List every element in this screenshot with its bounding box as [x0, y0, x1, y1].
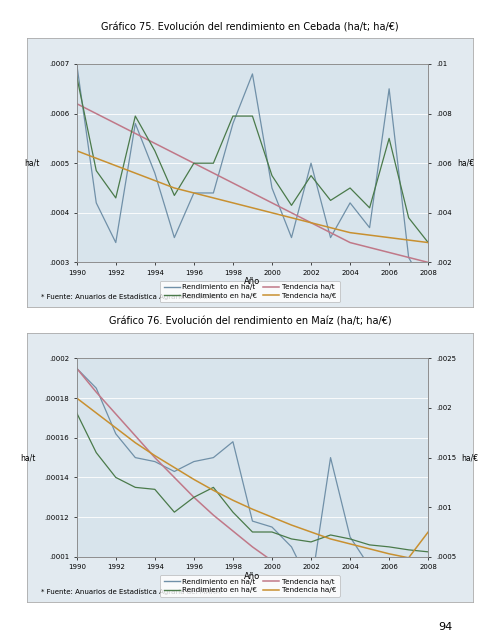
X-axis label: Año: Año: [245, 572, 260, 581]
X-axis label: Año: Año: [245, 277, 260, 287]
Y-axis label: ha/t: ha/t: [24, 159, 40, 168]
Text: * Fuente: Anuarios de Estadística Agraria del MARM: * Fuente: Anuarios de Estadística Agrari…: [41, 294, 221, 301]
Legend: Rendimiento en ha/t, Rendimiento en ha/€, Tendencia ha/t, Tendencia ha/€: Rendimiento en ha/t, Rendimiento en ha/€…: [160, 281, 340, 302]
Y-axis label: ha/t: ha/t: [20, 453, 35, 462]
Y-axis label: ha/€: ha/€: [457, 159, 474, 168]
Legend: Rendimiento en ha/t, Rendimiento en ha/€, Tendencia ha/t, Tendencia ha/€: Rendimiento en ha/t, Rendimiento en ha/€…: [160, 575, 340, 596]
Text: 94: 94: [439, 622, 452, 632]
Text: Gráfico 76. Evolución del rendimiento en Maíz (ha/t; ha/€): Gráfico 76. Evolución del rendimiento en…: [109, 316, 391, 326]
Text: * Fuente: Anuarios de Estadística Agraria del MARM: * Fuente: Anuarios de Estadística Agrari…: [41, 588, 221, 595]
Text: Gráfico 75. Evolución del rendimiento en Cebada (ha/t; ha/€): Gráfico 75. Evolución del rendimiento en…: [101, 22, 399, 32]
Y-axis label: ha/€: ha/€: [461, 453, 478, 462]
